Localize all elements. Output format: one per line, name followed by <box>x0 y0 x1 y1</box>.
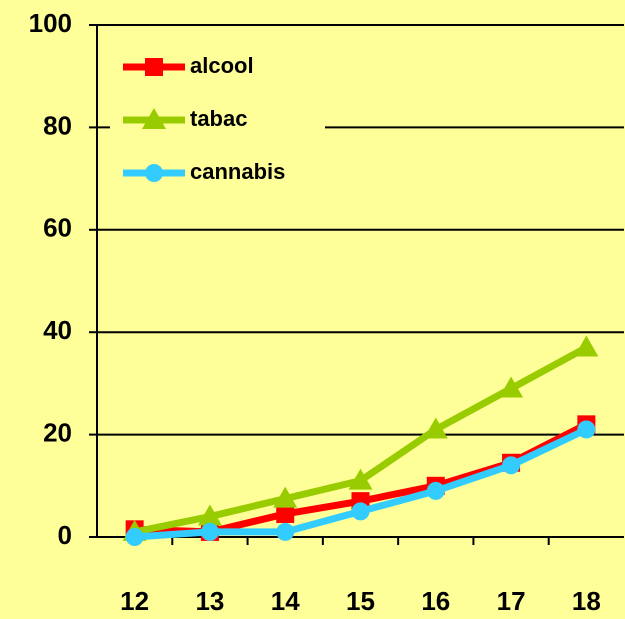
y-tick-label: 0 <box>58 520 72 550</box>
legend-label: cannabis <box>190 159 285 184</box>
x-tick-label: 17 <box>497 586 526 616</box>
marker <box>499 376 524 398</box>
marker <box>351 502 370 521</box>
marker <box>502 456 521 475</box>
x-tick-label: 15 <box>346 586 375 616</box>
marker <box>423 417 448 439</box>
marker <box>426 481 445 500</box>
marker <box>276 522 295 541</box>
legend-label: tabac <box>190 106 247 131</box>
x-tick-label: 12 <box>120 586 149 616</box>
marker <box>276 504 295 523</box>
x-tick-label: 16 <box>421 586 450 616</box>
x-tick-label: 13 <box>195 586 224 616</box>
marker <box>574 335 599 357</box>
marker <box>348 468 373 490</box>
legend-label: alcool <box>190 53 254 78</box>
marker <box>577 420 596 439</box>
marker <box>125 528 144 546</box>
marker <box>145 164 163 182</box>
marker <box>197 504 222 526</box>
y-tick-label: 100 <box>29 8 72 38</box>
series <box>125 420 596 546</box>
y-tick-label: 20 <box>43 417 72 447</box>
marker <box>273 486 298 508</box>
x-tick-label: 14 <box>271 586 300 616</box>
y-tick-label: 80 <box>43 110 72 140</box>
y-tick-label: 60 <box>43 213 72 243</box>
y-tick-label: 40 <box>43 315 72 345</box>
marker <box>142 108 166 129</box>
series <box>122 335 599 541</box>
x-tick-label: 18 <box>572 586 601 616</box>
legend: alcool tabac cannabis <box>110 40 325 200</box>
marker <box>145 58 163 76</box>
marker <box>200 522 219 541</box>
